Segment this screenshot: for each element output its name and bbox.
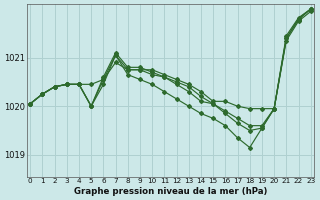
X-axis label: Graphe pression niveau de la mer (hPa): Graphe pression niveau de la mer (hPa) bbox=[74, 187, 267, 196]
